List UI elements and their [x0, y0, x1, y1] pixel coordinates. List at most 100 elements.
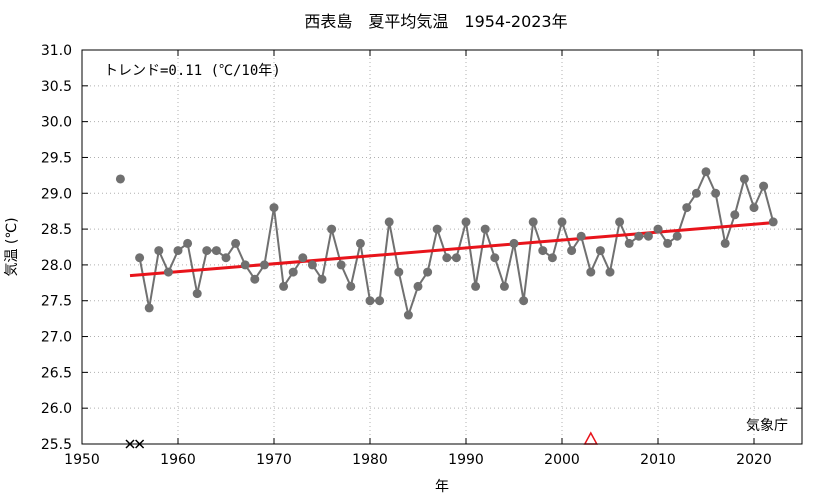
y-tick-label: 27.5 — [41, 294, 72, 310]
data-point — [538, 246, 548, 256]
y-tick-label: 27.0 — [41, 330, 72, 346]
series-segment — [321, 228, 333, 280]
data-point — [375, 296, 385, 306]
series-segment — [436, 228, 448, 259]
data-point — [663, 238, 673, 248]
trend-line — [129, 221, 774, 278]
station-change-markers — [583, 431, 599, 445]
station-change-marker — [583, 431, 599, 445]
data-point — [605, 267, 615, 277]
data-point — [615, 217, 625, 227]
data-point — [768, 217, 778, 227]
x-axis-label: 年 — [435, 479, 449, 495]
data-point — [135, 253, 145, 263]
data-point — [298, 253, 308, 263]
data-point — [365, 296, 375, 306]
data-point — [634, 231, 644, 241]
series-segment — [724, 214, 736, 244]
y-tick-label: 31.0 — [41, 43, 72, 59]
data-point — [749, 203, 759, 213]
series-segment — [474, 228, 487, 287]
series-segment — [349, 243, 362, 287]
data-point — [547, 253, 557, 263]
series-segment — [493, 257, 506, 287]
data-point — [163, 267, 173, 277]
y-tick-label: 28.0 — [41, 258, 72, 274]
data-point — [384, 217, 394, 227]
y-tick-label: 30.5 — [41, 79, 72, 95]
y-tick-label: 30.0 — [41, 115, 72, 131]
data-point — [557, 217, 567, 227]
series-segment — [465, 221, 477, 287]
series-segment — [484, 228, 496, 259]
data-point — [480, 224, 490, 234]
data-point — [173, 246, 183, 256]
data-point — [259, 260, 269, 270]
series-segment — [148, 250, 160, 309]
data-point — [250, 274, 260, 284]
series-segment — [359, 243, 371, 301]
series-segment — [378, 221, 391, 301]
series-segment — [743, 178, 755, 208]
y-tick-label: 29.5 — [41, 150, 72, 166]
data-point — [672, 231, 682, 241]
data-point — [643, 231, 653, 241]
y-axis-label: 気温 (℃) — [4, 217, 20, 276]
data-point — [317, 274, 327, 284]
data-point — [471, 281, 481, 291]
data-point — [346, 281, 356, 291]
data-point — [586, 267, 596, 277]
series-segment — [186, 243, 199, 294]
series-segment — [580, 235, 592, 273]
chart-title: 西表島 夏平均気温 1954-2023年 — [304, 12, 567, 31]
x-tick-label: 1970 — [256, 452, 292, 468]
data-point — [240, 260, 250, 270]
data-point — [519, 296, 529, 306]
x-tick-label: 1980 — [352, 452, 388, 468]
series-segment — [263, 207, 275, 266]
y-axis: 25.5 26.0 26.5 27.0 27.5 28.0 28.5 29.0 29.5 30.0… — [41, 43, 802, 453]
data-point — [711, 188, 721, 198]
data-point — [499, 281, 509, 291]
data-point — [115, 174, 125, 184]
y-tick-label: 29.0 — [41, 186, 72, 202]
data-point — [221, 253, 231, 263]
series-segment — [609, 221, 621, 273]
data-point — [154, 246, 164, 256]
data-point — [442, 253, 452, 263]
data-point — [202, 246, 212, 256]
data-point — [451, 253, 461, 263]
series-segment — [762, 185, 775, 223]
series-segment — [561, 221, 573, 251]
data-point — [691, 188, 701, 198]
data-point — [211, 246, 221, 256]
data-point — [730, 210, 740, 220]
series-segment — [733, 178, 746, 216]
y-tick-label: 26.5 — [41, 365, 72, 381]
series-segment — [397, 271, 410, 316]
data-point — [192, 289, 202, 299]
data-point — [720, 238, 730, 248]
series-segment — [273, 207, 285, 287]
series-segment — [388, 221, 400, 273]
x-tick-label: 2010 — [640, 452, 676, 468]
data-point — [288, 267, 298, 277]
data-point — [461, 217, 471, 227]
y-tick-label: 28.5 — [41, 222, 72, 238]
data-point — [355, 238, 365, 248]
data-point — [231, 238, 241, 248]
x-axis: 1950 1960 1970 1980 1990 2000 2010 2020 — [64, 50, 772, 468]
data-point — [490, 253, 500, 263]
data-point — [509, 238, 519, 248]
series-segment — [407, 286, 419, 316]
data-point — [432, 224, 442, 234]
data-point — [739, 174, 749, 184]
data-point — [183, 238, 193, 248]
series-segment — [196, 250, 208, 294]
x-tick-label: 1990 — [448, 452, 484, 468]
trend-label: トレンド=0.11 (℃/10年) — [104, 63, 281, 79]
x-tick-label: 2000 — [544, 452, 580, 468]
data-point — [144, 303, 154, 313]
series-segment — [503, 243, 515, 287]
x-tick-label: 1960 — [160, 452, 196, 468]
